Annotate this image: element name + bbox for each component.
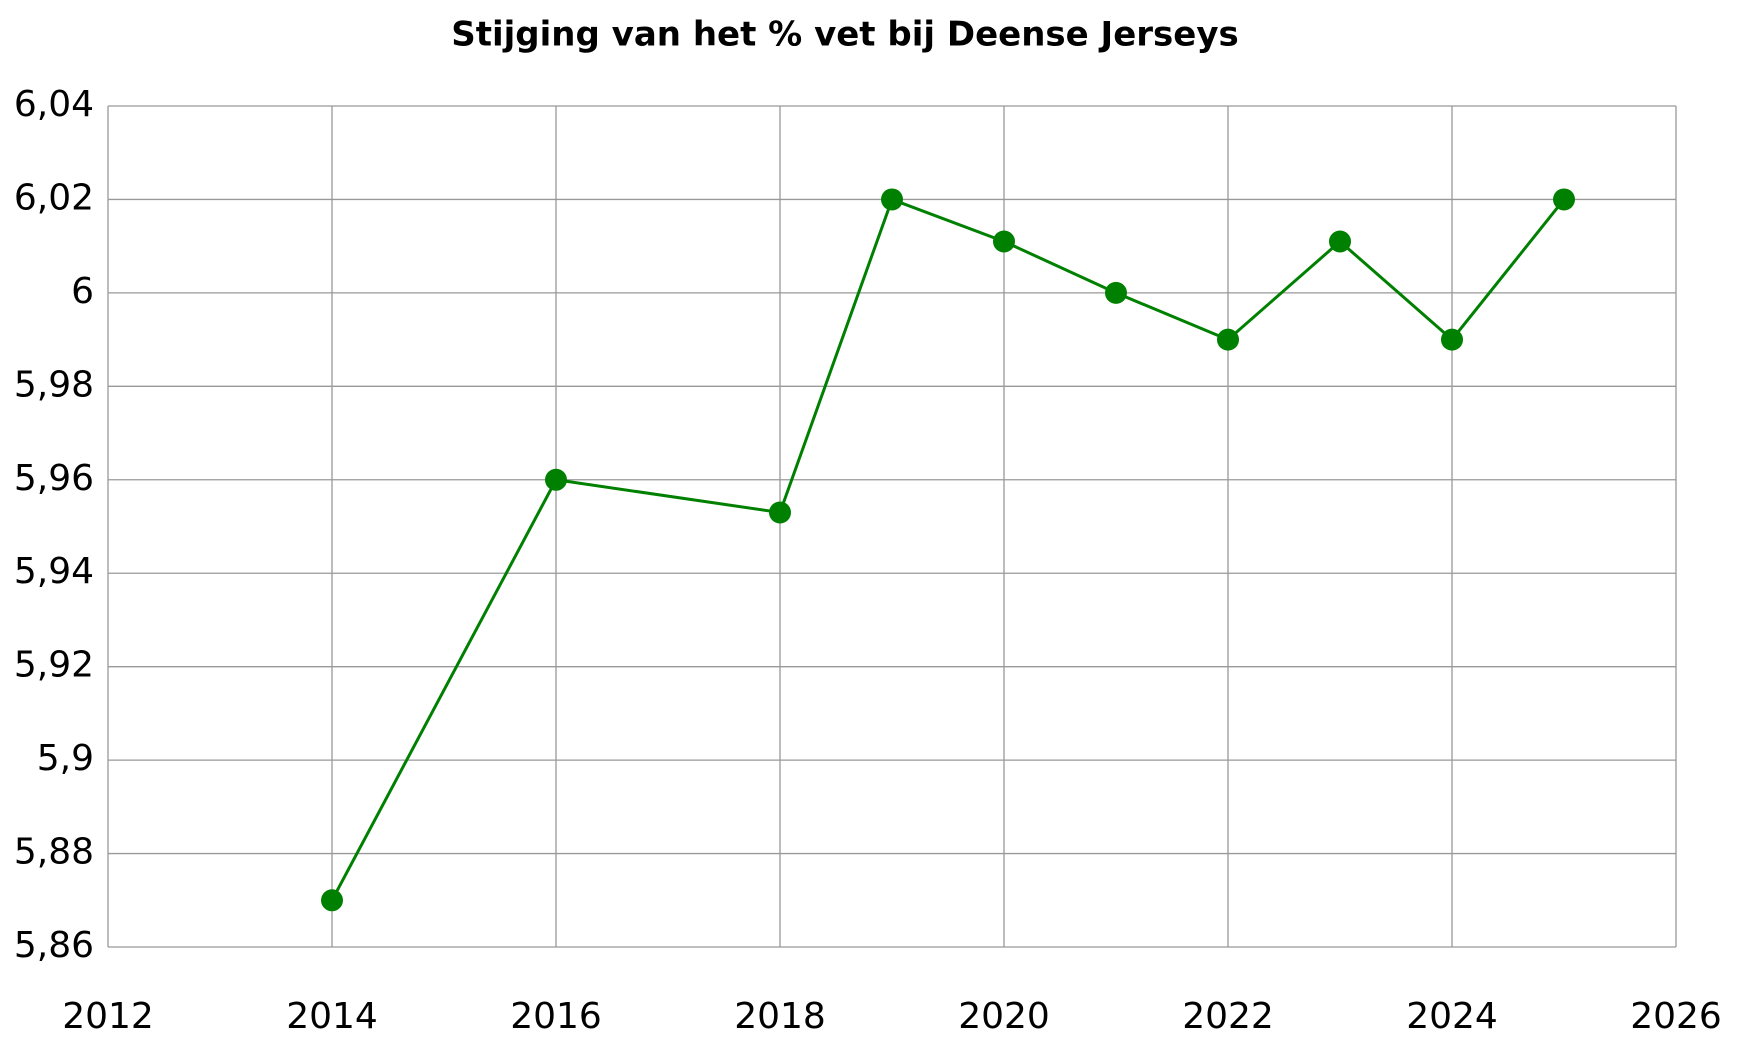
y-tick-label: 5,98 xyxy=(14,364,94,405)
data-point xyxy=(769,501,791,524)
y-tick-label: 6 xyxy=(71,271,94,312)
data-line xyxy=(330,197,1566,901)
x-tick-label: 2020 xyxy=(958,996,1050,1037)
data-point xyxy=(1329,230,1351,253)
data-point xyxy=(1105,281,1127,304)
y-tick-label: 6,04 xyxy=(14,84,94,125)
y-tick-label: 6,02 xyxy=(14,177,94,218)
x-tick-label: 2012 xyxy=(62,996,154,1037)
data-point xyxy=(1217,328,1239,351)
y-tick-label: 5,88 xyxy=(14,832,94,873)
chart-title: Stijging van het % vet bij Deense Jersey… xyxy=(451,15,1238,55)
y-tick-label: 5,94 xyxy=(14,551,94,592)
data-point xyxy=(881,188,903,211)
x-tick-label: 2022 xyxy=(1182,996,1274,1037)
x-tick-label: 2024 xyxy=(1406,996,1498,1037)
y-tick-label: 5,96 xyxy=(14,458,94,499)
data-point xyxy=(1441,328,1463,351)
y-tick-label: 5,86 xyxy=(14,925,94,966)
data-point xyxy=(321,889,343,912)
y-tick-label: 5,9 xyxy=(37,738,94,779)
data-point xyxy=(1553,188,1575,211)
x-tick-label: 2026 xyxy=(1630,996,1722,1037)
x-tick-label: 2018 xyxy=(734,996,826,1037)
data-point xyxy=(545,468,567,491)
x-tick-label: 2016 xyxy=(510,996,602,1037)
x-tick-label: 2014 xyxy=(286,996,378,1037)
data-point xyxy=(993,230,1015,253)
y-tick-label: 5,92 xyxy=(14,645,94,686)
